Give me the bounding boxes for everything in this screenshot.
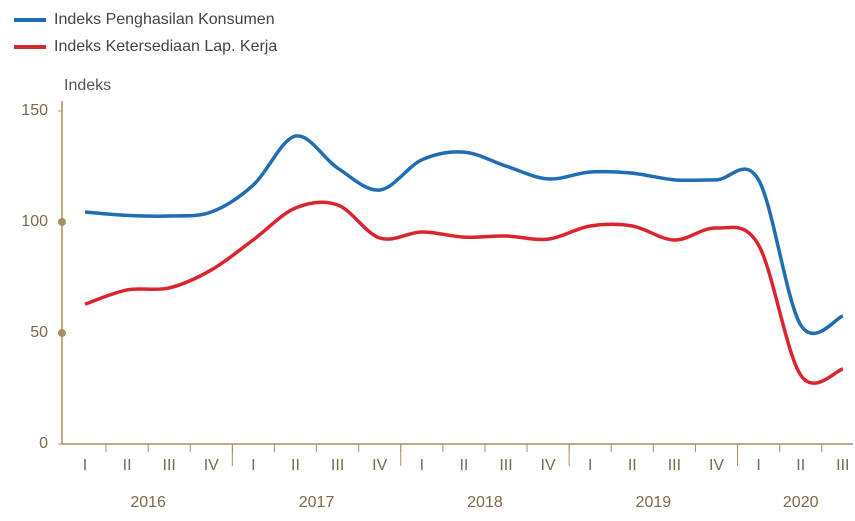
x-tick-label: II: [796, 457, 805, 474]
y-tick-label: 150: [21, 102, 48, 119]
y-axis-label: Indeks: [64, 77, 111, 94]
series-line: [84, 134, 844, 335]
y-tick-label: 50: [30, 324, 48, 341]
x-tick-label: I: [83, 457, 87, 474]
x-group-label: 2016: [130, 494, 166, 511]
x-tick-label: IV: [709, 457, 724, 474]
x-tick-label: I: [588, 457, 592, 474]
legend-label: Indeks Penghasilan Konsumen: [54, 11, 275, 28]
x-tick-label: I: [756, 457, 760, 474]
x-group-label: 2019: [636, 494, 672, 511]
x-tick-label: IV: [204, 457, 219, 474]
x-tick-label: I: [420, 457, 424, 474]
x-tick-label: I: [251, 457, 255, 474]
x-tick-label: IV: [541, 457, 556, 474]
y-tick-dot: [58, 329, 66, 337]
legend-label: Indeks Ketersediaan Lap. Kerja: [54, 38, 277, 55]
x-tick-label: III: [331, 457, 344, 474]
x-group-label: 2017: [299, 494, 335, 511]
y-tick-dot: [58, 218, 66, 226]
x-tick-label: III: [836, 457, 849, 474]
series-line: [84, 200, 844, 385]
x-tick-label: III: [163, 457, 176, 474]
x-group-label: 2020: [783, 494, 819, 511]
x-tick-label: II: [123, 457, 132, 474]
y-tick-label: 0: [39, 435, 48, 452]
x-tick-label: III: [499, 457, 512, 474]
x-tick-label: II: [459, 457, 468, 474]
x-tick-label: II: [291, 457, 300, 474]
x-tick-label: IV: [372, 457, 387, 474]
x-tick-label: II: [628, 457, 637, 474]
x-tick-label: III: [668, 457, 681, 474]
x-group-label: 2018: [467, 494, 503, 511]
y-tick-label: 100: [21, 213, 48, 230]
